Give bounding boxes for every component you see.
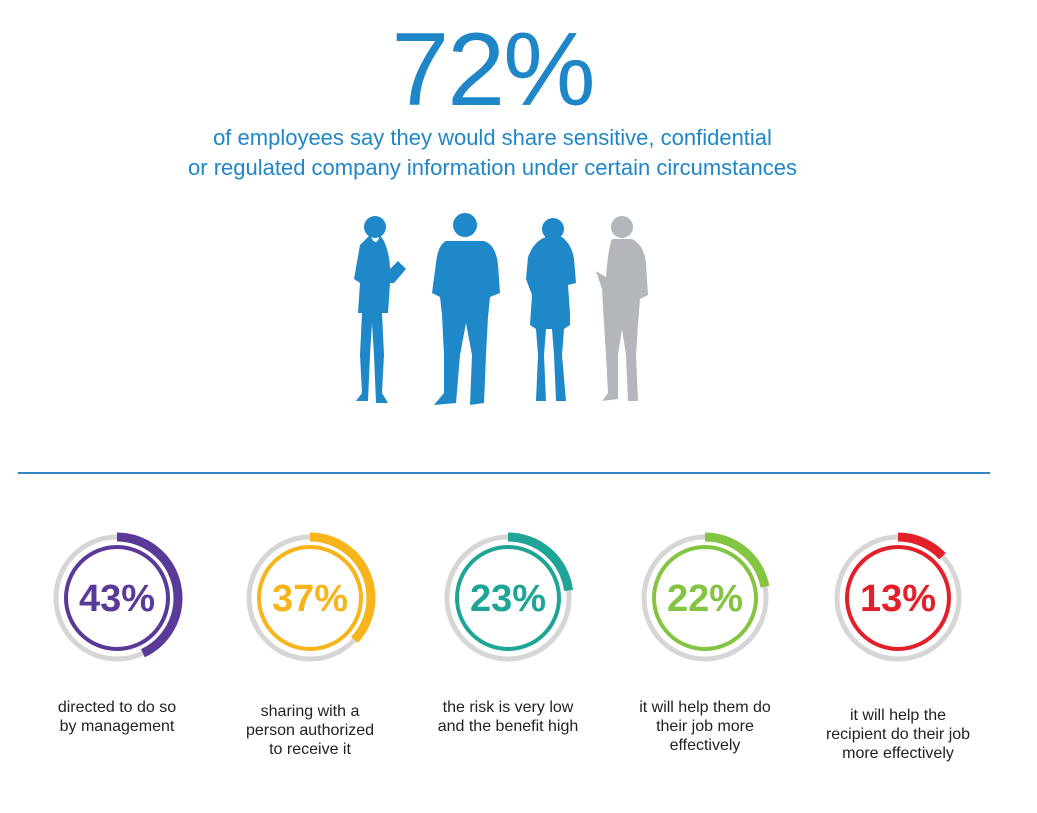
person-silhouette-4: [596, 216, 648, 401]
stat-caption-1: directed to do so by management: [27, 698, 207, 736]
stat-donut-4: 22%: [625, 523, 785, 673]
donut-chart-1: 43%: [51, 532, 183, 664]
donut-percent-label: 43%: [79, 578, 155, 620]
donut-inner-ring: [455, 545, 561, 651]
subtitle-line-1: of employees say they would share sensit…: [213, 125, 772, 150]
donut-chart-3: 23%: [442, 532, 574, 664]
caption-line: by management: [59, 718, 175, 735]
stat-caption-5: it will help the recipient do their job mo…: [808, 706, 988, 763]
caption-line: recipient do their job: [825, 726, 971, 743]
headline-percentage: 72%: [391, 12, 595, 128]
donut-percent-label: 37%: [272, 578, 348, 620]
donut-value-arc: [639, 532, 771, 664]
donut-inner-ring: [257, 545, 363, 651]
donut-percent-label: 22%: [667, 578, 743, 620]
donut-chart-4: 22%: [639, 532, 771, 664]
donut-inner-ring: [845, 545, 951, 651]
caption-line: the risk is very low: [442, 699, 574, 716]
caption-line: more effectively: [842, 745, 954, 762]
person-silhouette-3: [526, 218, 576, 401]
stat-caption-2: sharing with a person authorized to receiv…: [220, 702, 400, 759]
stat-donut-3: 23%: [428, 523, 588, 673]
caption-line: effectively: [669, 737, 741, 754]
donut-percent-label: 23%: [470, 578, 546, 620]
donut-value-arc: [244, 532, 376, 664]
caption-line: and the benefit high: [437, 718, 579, 735]
stat-donut-5: 13%: [818, 523, 978, 673]
stat-donut-2: 37%: [230, 523, 390, 673]
caption-line: to receive it: [269, 741, 351, 758]
donut-value-arc: [442, 532, 574, 664]
stat-caption-3: the risk is very low and the benefit high: [418, 698, 598, 736]
donut-value-arc: [51, 532, 183, 664]
caption-line: it will help them do: [639, 699, 771, 716]
donut-inner-ring: [652, 545, 758, 651]
caption-line: person authorized: [245, 722, 375, 739]
section-divider: [18, 472, 990, 474]
donut-chart-5: 13%: [832, 532, 964, 664]
donut-chart-2: 37%: [244, 532, 376, 664]
subtitle-line-2: or regulated company information under c…: [188, 155, 797, 180]
stat-caption-4: it will help them do their job more effect…: [615, 698, 795, 755]
caption-line: sharing with a: [260, 703, 360, 720]
donut-percent-label: 13%: [860, 578, 936, 620]
employee-silhouettes: [354, 213, 648, 405]
person-silhouette-1: [354, 216, 406, 403]
headline-subtitle: of employees say they would share sensit…: [0, 123, 985, 183]
caption-line: it will help the: [849, 707, 947, 724]
stat-donut-1: 43%: [37, 523, 197, 673]
person-silhouette-2: [432, 213, 500, 405]
donut-inner-ring: [64, 545, 170, 651]
caption-line: their job more: [656, 718, 754, 735]
donut-value-arc: [832, 532, 964, 664]
caption-line: directed to do so: [57, 699, 177, 716]
